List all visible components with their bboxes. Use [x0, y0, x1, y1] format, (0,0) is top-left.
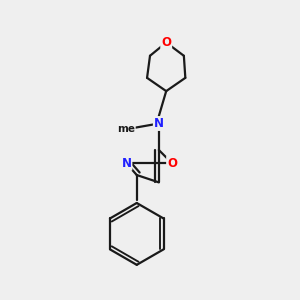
Text: me: me [117, 124, 135, 134]
Text: O: O [161, 36, 171, 49]
Text: O: O [167, 157, 177, 170]
Text: N: N [122, 157, 131, 170]
Text: N: N [154, 117, 164, 130]
